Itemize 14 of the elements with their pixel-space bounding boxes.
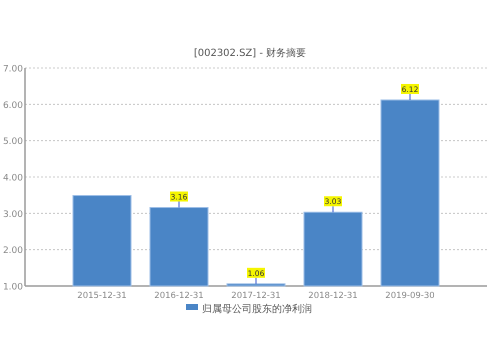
- x-tick-label: 2015-12-31: [77, 291, 127, 301]
- chart-title: [002302.SZ] - 财务摘要: [194, 47, 306, 59]
- x-tick-label: 2018-12-31: [308, 291, 358, 301]
- y-tick-label: 1.00: [2, 282, 24, 292]
- legend-label: 归属母公司股东的净利润: [202, 303, 312, 315]
- y-tick-label: 4.00: [2, 174, 24, 184]
- y-tick-label: 2.00: [2, 246, 24, 256]
- x-tick-label: 2019-09-30: [385, 291, 435, 301]
- x-tick-label: 2016-12-31: [154, 291, 204, 301]
- y-tick-label: 7.00: [2, 64, 24, 74]
- x-tick-label: 2017-12-31: [231, 291, 281, 301]
- y-tick-label: 6.00: [2, 100, 24, 111]
- y-tick-label: 3.00: [2, 210, 24, 220]
- y-tick-label: 5.00: [2, 137, 24, 148]
